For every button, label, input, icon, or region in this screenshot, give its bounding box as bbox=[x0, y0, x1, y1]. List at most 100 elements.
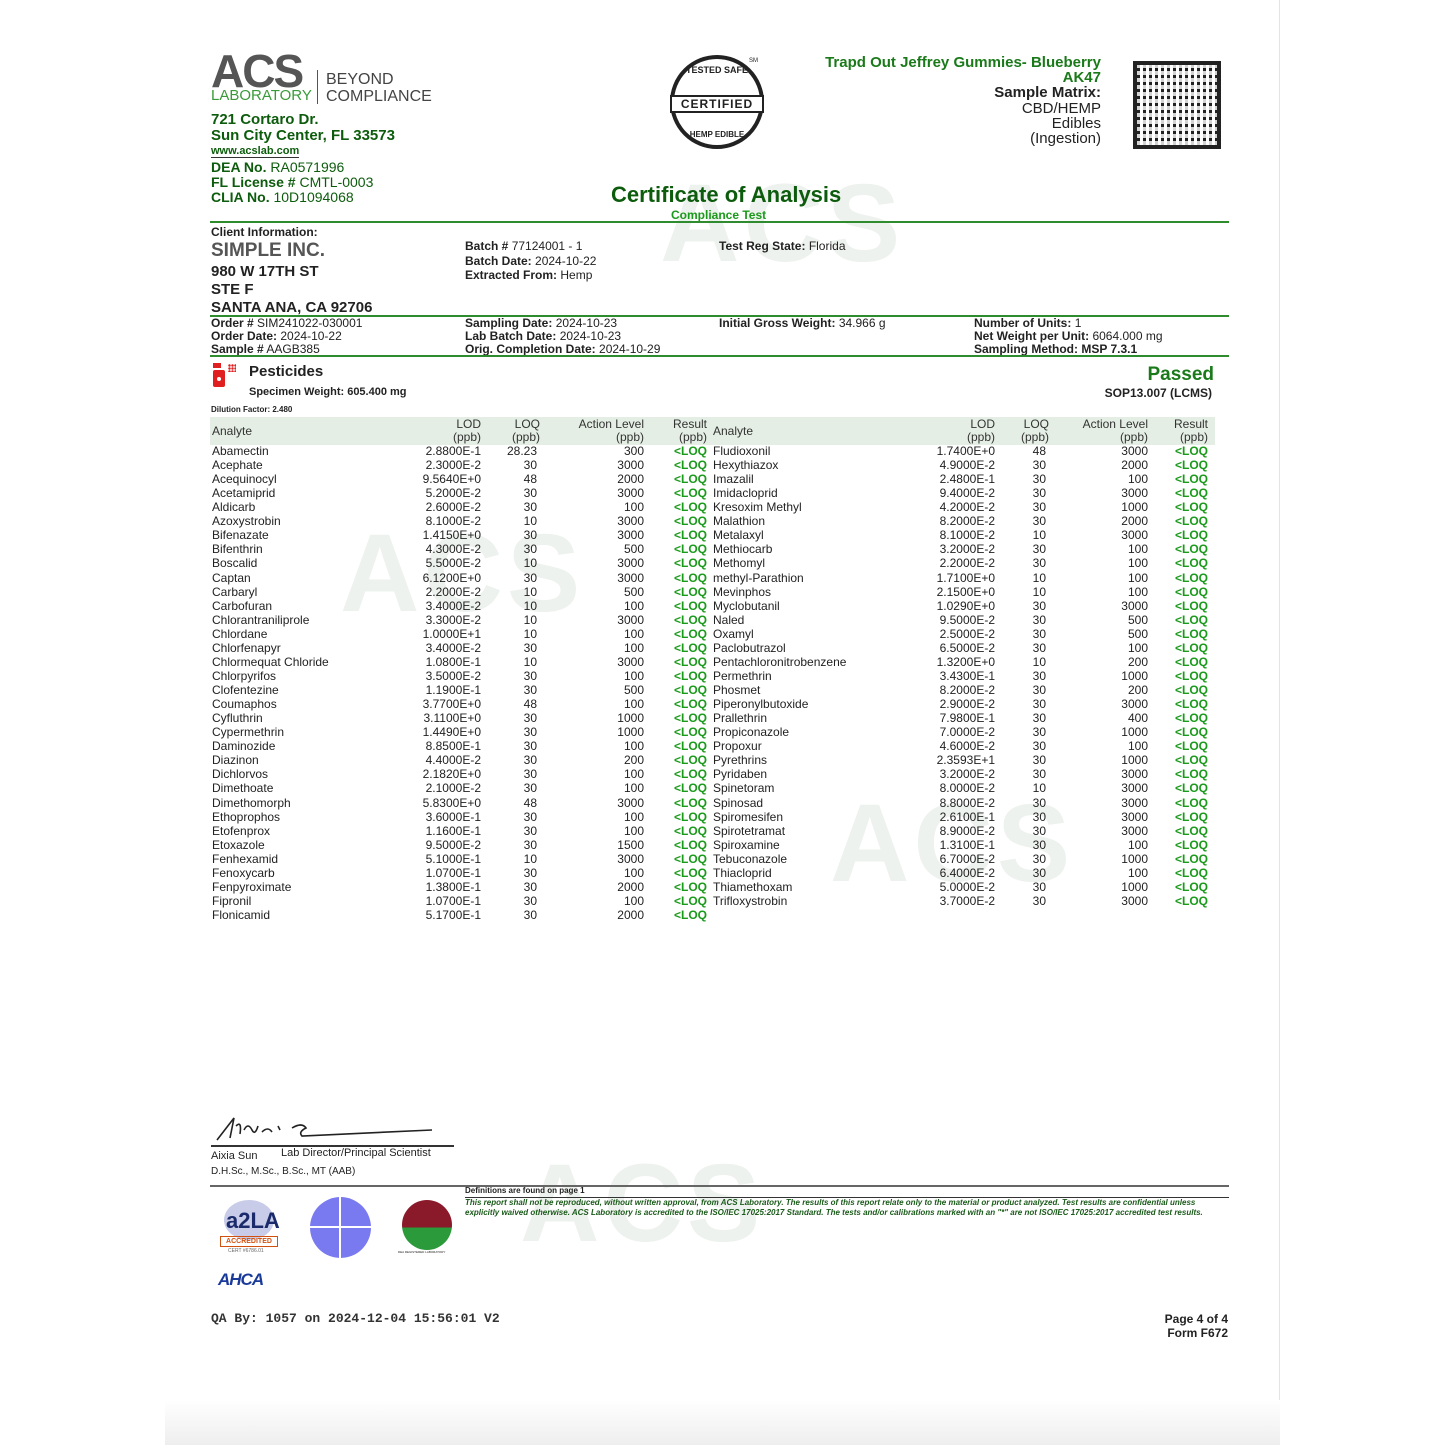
lab-website-link[interactable]: www.acslab.com bbox=[211, 145, 300, 158]
table-row: Spirotetramat 8.9000E-2 30 3000 <LOQ bbox=[0, 824, 1445, 838]
lod-cell: 8.1000E-2 bbox=[425, 514, 481, 529]
table-row: Chlorfenapyr 3.4000E-2 30 100 <LOQ bbox=[0, 641, 1445, 655]
loq-cell: 10 bbox=[523, 612, 537, 627]
loq-cell: 30 bbox=[1032, 668, 1046, 683]
qr-code[interactable] bbox=[1133, 61, 1221, 149]
action-level-cell: 100 bbox=[623, 865, 644, 880]
lod-cell: 1.0000E+1 bbox=[422, 626, 481, 641]
action-level-cell: 3000 bbox=[617, 795, 644, 810]
loq-cell: 30 bbox=[1032, 795, 1046, 810]
action-level-cell: 3000 bbox=[617, 654, 644, 669]
table-row: Fludioxonil 1.7400E+0 48 3000 <LOQ bbox=[0, 444, 1445, 458]
signature-image bbox=[216, 1117, 433, 1141]
dea-badge-text: DEA REGISTERED LABORATORY bbox=[398, 1250, 446, 1254]
loq-cell: 30 bbox=[523, 837, 537, 852]
action-level-cell: 100 bbox=[1127, 472, 1148, 487]
right-analyte-header: Analyte bbox=[713, 424, 754, 438]
analyte-cell: Permethrin bbox=[713, 668, 772, 683]
action-level-cell: 3000 bbox=[1121, 528, 1148, 543]
analyte-cell: Paclobutrazol bbox=[713, 640, 786, 655]
watermark-acs: ACS bbox=[830, 782, 1075, 905]
analyte-cell: Chlorfenapyr bbox=[212, 640, 281, 655]
left-result-unit: (ppb) bbox=[678, 430, 707, 444]
qa-stamp: QA By: 1057 on 2024-12-04 15:56:01 V2 bbox=[211, 1311, 500, 1326]
table-row: Etoxazole 9.5000E-2 30 1500 <LOQ bbox=[0, 838, 1445, 852]
action-level-cell: 1000 bbox=[617, 725, 644, 740]
result-cell: <LOQ bbox=[1174, 767, 1208, 782]
pass-status-badge: Passed bbox=[1147, 364, 1214, 385]
loq-cell: 30 bbox=[1032, 753, 1046, 768]
action-level-cell: 100 bbox=[1127, 570, 1148, 585]
action-level-cell: 100 bbox=[623, 893, 644, 908]
analyte-cell: Thiamethoxam bbox=[713, 879, 793, 894]
sample-matrix-2: Edibles bbox=[1051, 115, 1101, 132]
left-lod-header: LOD bbox=[456, 417, 481, 431]
sample-matrix-1: CBD/HEMP bbox=[1021, 100, 1101, 117]
lod-cell: 3.6000E-1 bbox=[425, 809, 481, 824]
lod-cell: 8.0000E-2 bbox=[939, 781, 995, 796]
lod-cell: 9.5000E-2 bbox=[939, 612, 995, 627]
loq-cell: 30 bbox=[1032, 893, 1046, 908]
lod-cell: 2.6000E-2 bbox=[425, 500, 481, 515]
table-row: Acetamiprid 5.2000E-2 30 3000 <LOQ bbox=[0, 486, 1445, 500]
action-level-cell: 200 bbox=[1127, 683, 1148, 698]
extracted-from: Extracted From: Hemp bbox=[465, 268, 593, 282]
product-name: Trapd Out Jeffrey Gummies- Blueberry bbox=[825, 54, 1101, 71]
analyte-cell: methyl-Parathion bbox=[713, 570, 804, 585]
action-level-cell: 100 bbox=[623, 809, 644, 824]
analyte-cell: Etofenprox bbox=[212, 823, 271, 838]
signer-name: Aixia Sun bbox=[211, 1150, 258, 1162]
lab-address-2: Sun City Center, FL 33573 bbox=[211, 127, 395, 144]
loq-cell: 30 bbox=[1032, 865, 1046, 880]
lod-cell: 3.7000E-2 bbox=[939, 893, 995, 908]
watermark-acs: ACS bbox=[660, 162, 905, 285]
analyte-cell: Dimethoate bbox=[212, 781, 274, 796]
action-level-cell: 100 bbox=[623, 626, 644, 641]
loq-cell: 30 bbox=[1032, 823, 1046, 838]
action-level-cell: 100 bbox=[623, 823, 644, 838]
watermark-acs: ACS bbox=[520, 1142, 765, 1265]
lod-cell: 1.0800E-1 bbox=[425, 654, 481, 669]
batch-number: Batch # 77124001 - 1 bbox=[465, 239, 583, 253]
sample-matrix-3: (Ingestion) bbox=[1030, 130, 1101, 147]
table-row: Thiacloprid 6.4000E-2 30 100 <LOQ bbox=[0, 866, 1445, 880]
tagline-2: COMPLIANCE bbox=[326, 88, 432, 105]
action-level-cell: 200 bbox=[623, 753, 644, 768]
analyte-cell: Acequinocyl bbox=[212, 472, 277, 487]
analyte-cell: Thiacloprid bbox=[713, 865, 772, 880]
table-row: Piperonylbutoxide 2.9000E-2 30 3000 <LOQ bbox=[0, 697, 1445, 711]
analyte-cell: Clofentezine bbox=[212, 683, 279, 698]
action-level-cell: 3000 bbox=[617, 556, 644, 571]
right-result-header: Result bbox=[1173, 417, 1208, 431]
lod-cell: 5.1700E-1 bbox=[425, 907, 481, 922]
acs-logo: ACS bbox=[211, 45, 304, 97]
result-cell: <LOQ bbox=[1174, 697, 1208, 712]
loq-cell: 30 bbox=[1032, 697, 1046, 712]
action-level-cell: 100 bbox=[1127, 837, 1148, 852]
loq-cell: 30 bbox=[523, 753, 537, 768]
action-level-cell: 3000 bbox=[1121, 486, 1148, 501]
loq-cell: 30 bbox=[1032, 458, 1046, 473]
loq-cell: 30 bbox=[523, 767, 537, 782]
product-strain: AK47 bbox=[1062, 69, 1101, 86]
analyte-cell: Acetamiprid bbox=[212, 486, 276, 501]
section-title: Pesticides bbox=[249, 363, 324, 380]
table-row: Mevinphos 2.1500E+0 10 100 <LOQ bbox=[0, 585, 1445, 599]
loq-cell: 30 bbox=[523, 458, 537, 473]
loq-cell: 30 bbox=[523, 907, 537, 922]
action-level-cell: 100 bbox=[623, 598, 644, 613]
analyte-cell: Chlordane bbox=[212, 626, 268, 641]
loq-cell: 30 bbox=[523, 865, 537, 880]
left-lod-unit: (ppb) bbox=[452, 430, 481, 444]
analyte-cell: Chlorantraniliprole bbox=[212, 612, 310, 627]
result-cell: <LOQ bbox=[1174, 865, 1208, 880]
divider bbox=[465, 1197, 1229, 1198]
result-cell: <LOQ bbox=[673, 570, 707, 585]
result-cell: <LOQ bbox=[1174, 612, 1208, 627]
lod-cell: 7.9800E-1 bbox=[939, 711, 995, 726]
left-loq-unit: (ppb) bbox=[511, 430, 540, 444]
table-row: Fenoxycarb 1.0700E-1 30 100 <LOQ bbox=[0, 866, 1445, 880]
result-cell: <LOQ bbox=[1174, 584, 1208, 599]
table-row: Hexythiazox 4.9000E-2 30 2000 <LOQ bbox=[0, 458, 1445, 472]
action-level-cell: 2000 bbox=[1121, 514, 1148, 529]
